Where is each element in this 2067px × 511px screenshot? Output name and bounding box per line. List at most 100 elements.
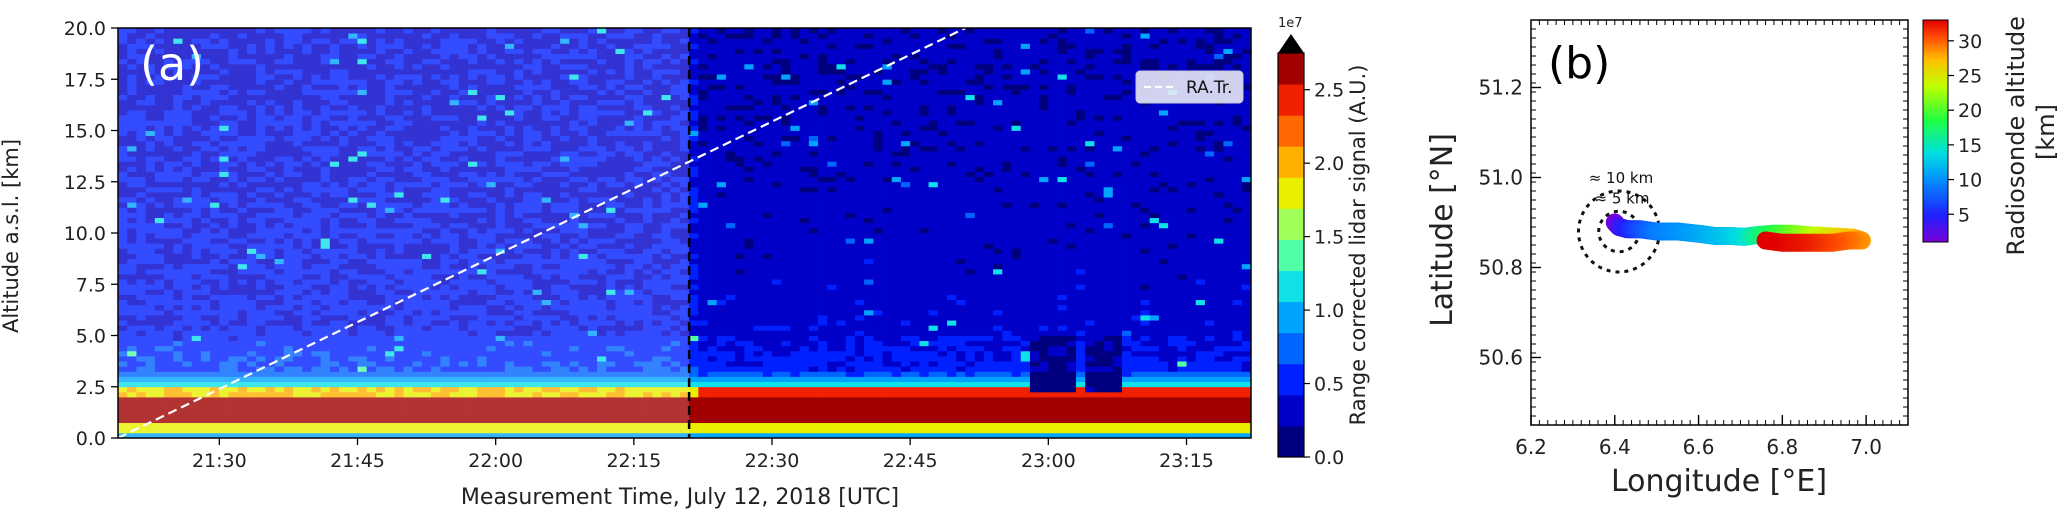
- heatmap-cell: [154, 28, 165, 34]
- heatmap-cell: [320, 376, 331, 383]
- heatmap-cell: [403, 386, 414, 393]
- heatmap-cell: [182, 233, 193, 239]
- heatmap-cell: [311, 53, 322, 60]
- heatmap-cell: [357, 99, 368, 106]
- heatmap-cell: [246, 161, 257, 167]
- heatmap-cell: [339, 156, 349, 162]
- heatmap-cell: [200, 432, 211, 438]
- heatmap-cell: [311, 186, 322, 193]
- heatmap-cell: [246, 222, 257, 229]
- heatmap-cell: [431, 345, 441, 352]
- heatmap-cell: [228, 335, 239, 342]
- heatmap-cell: [118, 371, 128, 377]
- heatmap-cell: [200, 69, 211, 75]
- heatmap-cell: [403, 186, 414, 193]
- heatmap-cell: [412, 330, 423, 336]
- heatmap-cell: [320, 125, 331, 131]
- heatmap-cell: [182, 386, 193, 393]
- heatmap-cell: [357, 227, 368, 234]
- heatmap-cell: [320, 309, 331, 316]
- heatmap-cell: [366, 422, 377, 429]
- heatmap-cell: [237, 233, 248, 239]
- heatmap-cell: [246, 212, 257, 219]
- heatmap-cell: [339, 289, 349, 295]
- heatmap-cell: [118, 335, 128, 342]
- heatmap-cell: [412, 243, 423, 249]
- heatmap-cell: [228, 238, 239, 244]
- heatmap-cell: [412, 345, 423, 352]
- heatmap-cell: [357, 432, 368, 438]
- heatmap-cell: [154, 279, 165, 285]
- heatmap-cell: [164, 110, 174, 116]
- heatmap-cell: [145, 361, 156, 367]
- heatmap-cell: [210, 217, 220, 224]
- heatmap-cell: [164, 361, 174, 367]
- heatmap-cell: [320, 320, 331, 326]
- heatmap-cell: [311, 110, 322, 116]
- heatmap-cell: [136, 94, 147, 101]
- heatmap-cell: [136, 145, 147, 152]
- heatmap-cell: [219, 289, 229, 295]
- heatmap-cell: [283, 63, 294, 70]
- heatmap-cell: [136, 135, 147, 142]
- heatmap-cell: [348, 33, 358, 39]
- heatmap-cell: [118, 274, 128, 280]
- heatmap-cell: [320, 263, 331, 270]
- heatmap-cell: [348, 151, 358, 157]
- heatmap-cell: [274, 212, 285, 219]
- heatmap-cell: [210, 156, 220, 162]
- heatmap-cell: [256, 79, 266, 85]
- heatmap-cell: [394, 238, 404, 244]
- heatmap-cell: [127, 309, 137, 316]
- heatmap-cell: [385, 212, 395, 219]
- heatmap-cell: [283, 69, 294, 75]
- heatmap-cell: [154, 309, 165, 316]
- heatmap-cell: [182, 74, 193, 80]
- heatmap-cell: [403, 171, 414, 178]
- heatmap-cell: [154, 253, 165, 260]
- heatmap-cell: [348, 130, 358, 137]
- heatmap-cell: [200, 222, 211, 229]
- heatmap-cell: [283, 74, 294, 80]
- heatmap-cell: [145, 151, 156, 157]
- heatmap-cell: [320, 248, 331, 254]
- heatmap-cell: [265, 233, 275, 239]
- heatmap-cell: [431, 140, 441, 147]
- heatmap-cell: [228, 192, 239, 198]
- heatmap-cell: [274, 53, 285, 60]
- heatmap-cell: [136, 243, 147, 249]
- heatmap-cell: [366, 99, 377, 106]
- heatmap-cell: [302, 412, 312, 418]
- heatmap-cell: [265, 325, 275, 331]
- heatmap-cell: [348, 427, 358, 434]
- heatmap-cell: [154, 79, 165, 85]
- heatmap-cell: [182, 309, 193, 316]
- heatmap-cell: [348, 110, 358, 116]
- heatmap-cell: [237, 171, 248, 178]
- heatmap-cell: [311, 274, 322, 280]
- heatmap-cell: [246, 135, 257, 142]
- heatmap-cell: [237, 120, 248, 126]
- heatmap-cell: [394, 186, 404, 193]
- heatmap-cell: [145, 432, 156, 438]
- heatmap-cell: [403, 366, 414, 372]
- heatmap-cell: [219, 110, 229, 116]
- heatmap-cell: [200, 284, 211, 290]
- heatmap-cell: [311, 166, 322, 172]
- heatmap-cell: [154, 130, 165, 137]
- heatmap-cell: [173, 315, 183, 321]
- heatmap-cell: [329, 376, 340, 383]
- heatmap-cell: [164, 258, 174, 265]
- heatmap-cell: [246, 58, 257, 65]
- heatmap-cell: [320, 361, 331, 367]
- heatmap-cell: [412, 186, 423, 193]
- heatmap-cell: [136, 58, 147, 65]
- heatmap-cell: [173, 243, 183, 249]
- heatmap-cell: [385, 140, 395, 147]
- heatmap-cell: [136, 120, 147, 126]
- heatmap-cell: [237, 161, 248, 167]
- heatmap-cell: [219, 340, 229, 347]
- heatmap-cell: [689, 299, 699, 306]
- heatmap-cell: [154, 125, 165, 131]
- heatmap-cell: [431, 238, 441, 244]
